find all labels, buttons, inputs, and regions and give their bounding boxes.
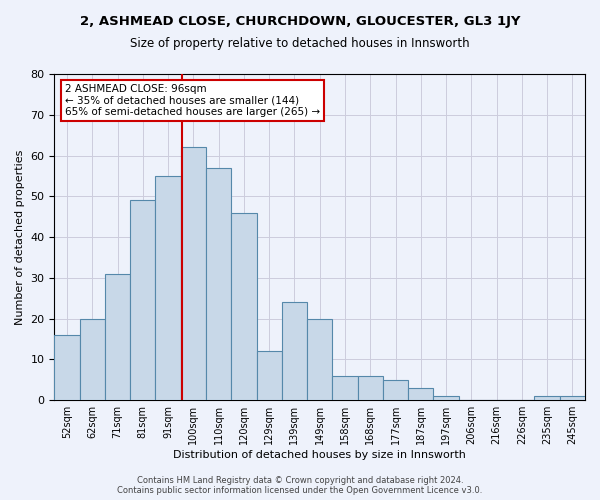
Bar: [282, 302, 307, 400]
Bar: [257, 352, 282, 400]
Bar: [383, 380, 408, 400]
Bar: [155, 176, 181, 400]
Bar: [433, 396, 458, 400]
Bar: [181, 148, 206, 400]
Bar: [105, 274, 130, 400]
Bar: [206, 168, 231, 400]
X-axis label: Distribution of detached houses by size in Innsworth: Distribution of detached houses by size …: [173, 450, 466, 460]
Bar: [307, 318, 332, 400]
Bar: [80, 318, 105, 400]
Bar: [535, 396, 560, 400]
Bar: [55, 335, 80, 400]
Text: Contains HM Land Registry data © Crown copyright and database right 2024.
Contai: Contains HM Land Registry data © Crown c…: [118, 476, 482, 495]
Bar: [130, 200, 155, 400]
Bar: [332, 376, 358, 400]
Bar: [358, 376, 383, 400]
Text: 2 ASHMEAD CLOSE: 96sqm
← 35% of detached houses are smaller (144)
65% of semi-de: 2 ASHMEAD CLOSE: 96sqm ← 35% of detached…: [65, 84, 320, 117]
Bar: [560, 396, 585, 400]
Bar: [408, 388, 433, 400]
Bar: [231, 212, 257, 400]
Text: Size of property relative to detached houses in Innsworth: Size of property relative to detached ho…: [130, 38, 470, 51]
Text: 2, ASHMEAD CLOSE, CHURCHDOWN, GLOUCESTER, GL3 1JY: 2, ASHMEAD CLOSE, CHURCHDOWN, GLOUCESTER…: [80, 15, 520, 28]
Y-axis label: Number of detached properties: Number of detached properties: [15, 150, 25, 325]
